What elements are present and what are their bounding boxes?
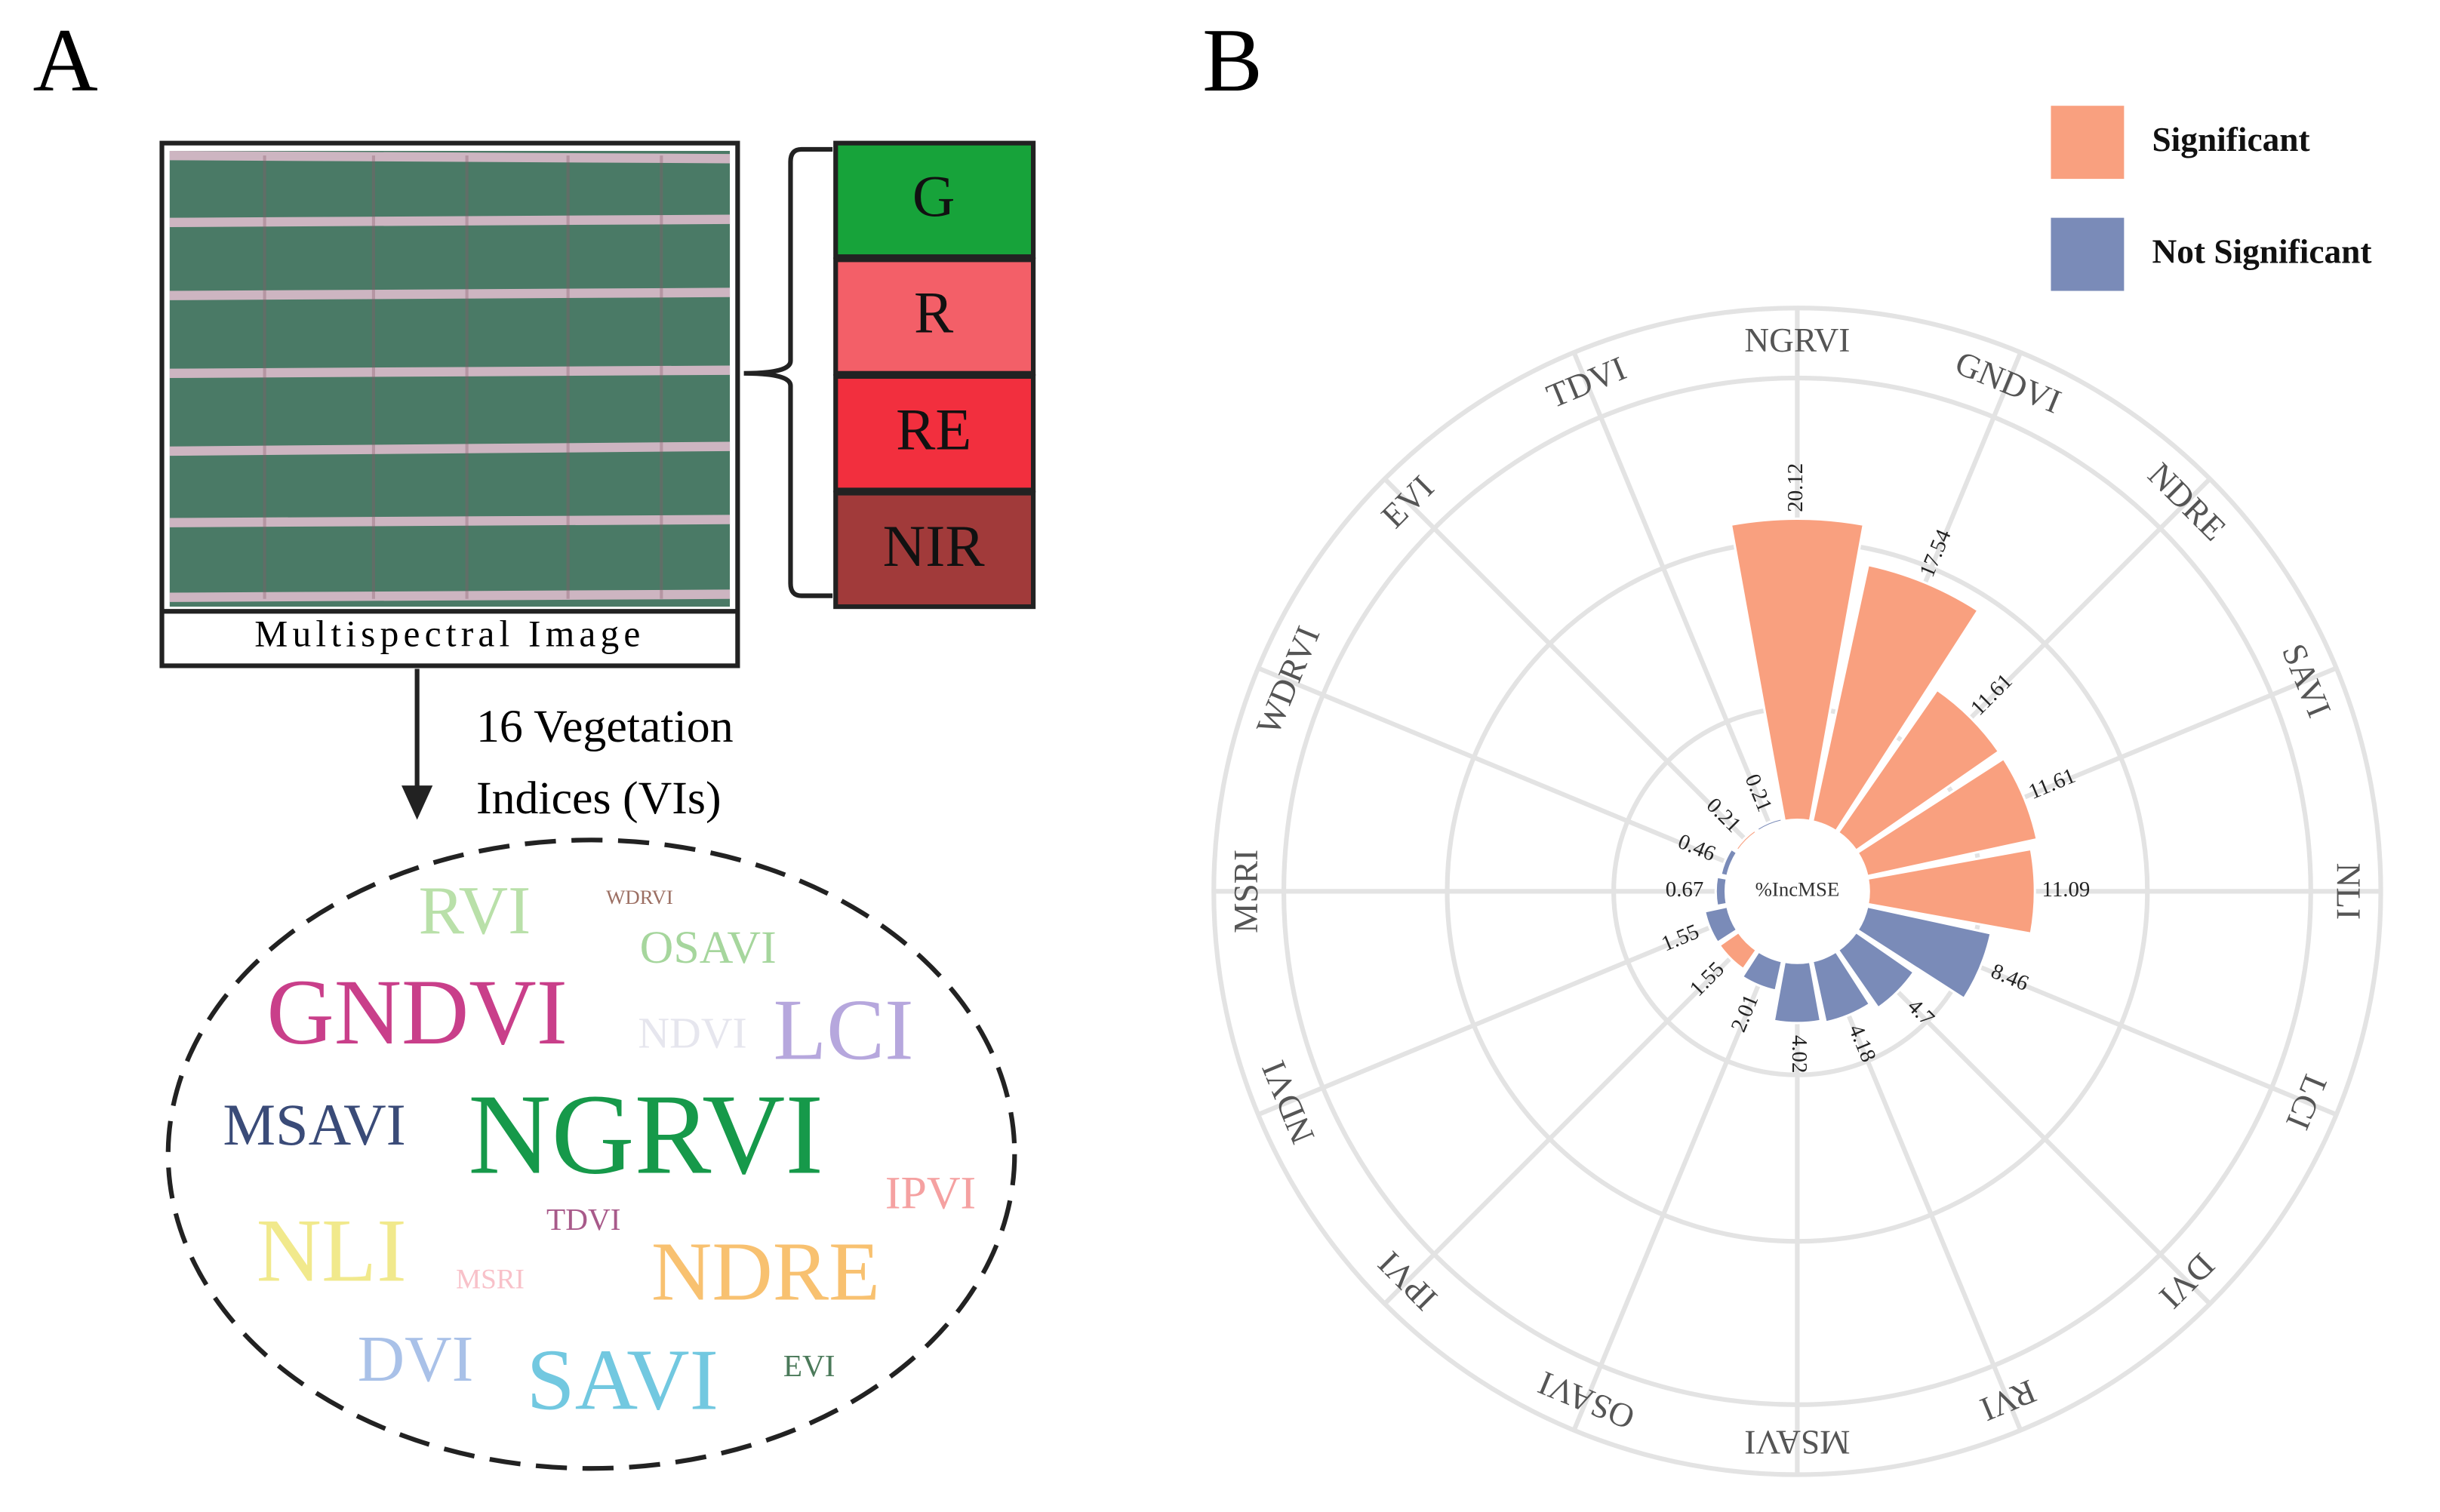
panel-label: B (1202, 10, 1263, 110)
value-label: 4.02 (1787, 1035, 1811, 1074)
bar (1734, 828, 1758, 853)
bar (1772, 960, 1823, 1025)
band-label: NIR (883, 513, 986, 579)
image-caption: Multispectral Image (254, 613, 645, 655)
bar (1836, 930, 1916, 1010)
bar (1811, 949, 1872, 1024)
cloud-word: GNDVI (266, 960, 567, 1064)
vi-label: 16 Vegetation (476, 701, 734, 752)
cloud-word: MSAVI (223, 1092, 405, 1157)
band-box (833, 490, 1036, 610)
cloud-word: TDVI (546, 1202, 620, 1237)
spoke (1822, 956, 2023, 1431)
bar (1755, 816, 1784, 833)
value-label: 11.61 (2025, 764, 2078, 804)
category-label: NLI (2330, 863, 2368, 920)
cloud-word: WDRVI (606, 886, 673, 908)
vi-label: Indices (VIs) (476, 773, 722, 824)
spoke (1257, 665, 1732, 866)
arrow-head (402, 785, 433, 820)
cloud-word: OSAVI (640, 922, 777, 973)
band-box (833, 140, 1036, 260)
bar (1729, 517, 1866, 822)
cloud-word: MSRI (456, 1264, 525, 1295)
spoke (1383, 940, 1749, 1306)
cloud-word: DVI (358, 1323, 474, 1395)
cloud-word: SAVI (527, 1332, 719, 1428)
bar (1856, 757, 2038, 878)
bar (1714, 875, 1728, 908)
category-label: NDVI (1254, 1056, 1322, 1149)
cloud-word: RVI (418, 872, 531, 948)
band-label: RE (896, 396, 971, 462)
bar (1811, 563, 1980, 833)
bar (1718, 930, 1758, 971)
bar (1703, 905, 1739, 945)
cloud-word: IPVI (885, 1168, 976, 1219)
value-label: 11.09 (2042, 877, 2090, 902)
category-label: MSAVI (1744, 1424, 1850, 1461)
legend-swatch (2051, 106, 2125, 180)
category-label: NGRVI (1744, 321, 1850, 359)
cloud-word: LCI (774, 982, 914, 1078)
bar (1836, 688, 2001, 853)
value-label: 0.46 (1675, 829, 1719, 866)
value-label: 2.01 (1726, 991, 1763, 1036)
value-label: 0.67 (1666, 877, 1704, 902)
legend-swatch (2051, 217, 2125, 291)
multispectral-image (159, 140, 740, 668)
bar (1740, 949, 1784, 992)
axis-label: %IncMSE (1755, 878, 1840, 901)
value-label: 8.46 (1988, 959, 2032, 996)
band-box (833, 257, 1036, 376)
spoke (1571, 351, 1772, 826)
bar (1866, 847, 2036, 936)
category-label: WDRVI (1249, 621, 1328, 740)
value-label: 20.12 (1783, 463, 1808, 512)
cloud-word: EVI (783, 1348, 835, 1383)
cloud-word: NLI (257, 1200, 407, 1300)
cloud-word: NGRVI (468, 1071, 823, 1199)
spoke (1571, 956, 1772, 1431)
category-label: RVI (1975, 1372, 2042, 1429)
spoke (1846, 940, 2212, 1306)
value-label: 0.21 (1740, 770, 1777, 815)
category-label: LCI (2278, 1070, 2334, 1136)
cloud-word: NDVI (638, 1010, 746, 1057)
spoke (1257, 916, 1732, 1117)
value-label: 1.55 (1658, 920, 1703, 957)
category-label: MSRI (1227, 850, 1265, 933)
band-label: G (912, 163, 955, 229)
word-cloud-border (165, 837, 1017, 1471)
value-label: 17.54 (1915, 526, 1955, 580)
legend-label: Significant (2152, 121, 2309, 158)
cloud-word: NDRE (651, 1225, 880, 1318)
legend-label: Not Significant (2152, 233, 2371, 271)
bar (1856, 905, 1992, 1000)
spoke (1383, 477, 1749, 843)
brace (743, 146, 833, 598)
bar (1718, 847, 1739, 878)
band-label: R (914, 280, 954, 346)
band-box (833, 373, 1036, 493)
panel-label: A (33, 10, 98, 110)
